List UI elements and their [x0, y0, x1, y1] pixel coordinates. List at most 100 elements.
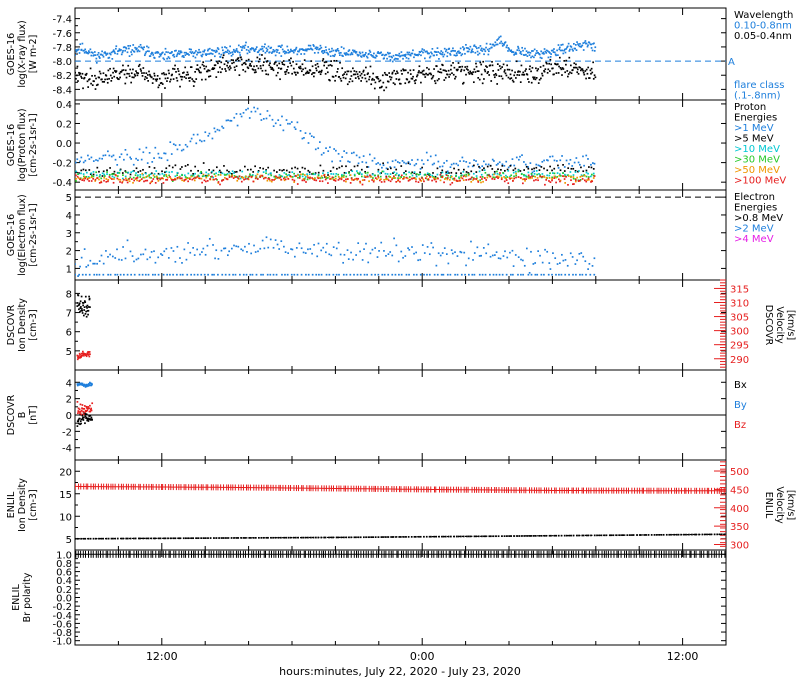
data-point [174, 50, 176, 52]
series-line [75, 533, 726, 540]
data-point [208, 75, 210, 78]
data-point [170, 179, 173, 181]
data-point [448, 76, 450, 78]
data-point [113, 173, 116, 175]
data-point [91, 52, 94, 54]
data-point [156, 78, 159, 81]
data-point [449, 54, 452, 56]
data-point [79, 300, 82, 303]
data-point [175, 71, 177, 73]
data-point [429, 72, 432, 75]
data-point [405, 56, 408, 59]
data-point [226, 178, 229, 181]
data-point [336, 167, 338, 170]
data-point [468, 73, 471, 75]
data-point [411, 174, 414, 177]
data-point [407, 71, 409, 74]
data-point [440, 273, 443, 276]
data-point [283, 176, 286, 179]
data-point [286, 273, 289, 276]
data-point [391, 71, 394, 74]
data-point [556, 172, 559, 174]
data-point [577, 161, 580, 164]
data-point [567, 73, 570, 75]
data-point [335, 273, 338, 276]
data-point [508, 535, 511, 537]
data-point [483, 53, 485, 56]
data-point [222, 52, 225, 54]
data-point [451, 181, 454, 184]
data-point [577, 180, 580, 182]
data-point [102, 72, 105, 75]
data-point [114, 273, 117, 276]
data-point [357, 536, 360, 539]
data-point [483, 78, 485, 80]
data-point [224, 68, 227, 70]
data-point [235, 65, 238, 68]
data-point [93, 262, 96, 265]
data-point [382, 162, 385, 165]
data-point [125, 47, 128, 50]
data-point [434, 177, 436, 179]
data-point [487, 53, 490, 56]
data-point [169, 177, 172, 180]
data-point [100, 181, 103, 184]
data-point [274, 61, 277, 64]
data-point [355, 51, 358, 53]
data-point [461, 156, 464, 159]
data-point [416, 74, 419, 76]
data-point [424, 173, 426, 176]
data-point [484, 171, 487, 174]
data-point [332, 49, 335, 52]
data-point [124, 49, 126, 52]
data-point [582, 71, 585, 74]
data-point [552, 51, 555, 53]
data-point [87, 385, 89, 387]
data-point [120, 259, 123, 261]
data-point [207, 173, 210, 175]
data-point [89, 382, 92, 385]
data-point [374, 56, 377, 59]
data-point [400, 51, 403, 53]
data-point [454, 251, 456, 254]
data-point [88, 407, 90, 410]
data-point [75, 50, 78, 53]
data-point [135, 48, 138, 51]
data-point [153, 167, 156, 169]
data-point [109, 67, 111, 70]
data-point [488, 47, 491, 50]
data-point [403, 54, 406, 56]
data-point [176, 176, 179, 179]
data-point [130, 81, 133, 84]
data-point [138, 50, 141, 53]
data-point [324, 251, 327, 254]
data-point [582, 42, 585, 44]
data-point [551, 176, 553, 179]
data-point [142, 48, 145, 51]
data-point [343, 73, 345, 75]
data-point [660, 533, 663, 536]
data-point [356, 73, 359, 75]
data-point [80, 306, 82, 308]
data-point [194, 56, 197, 59]
data-point [116, 76, 118, 79]
data-point [87, 52, 90, 55]
data-point [151, 82, 154, 84]
data-point [280, 175, 282, 177]
data-point [291, 178, 294, 181]
data-point [84, 312, 87, 315]
data-point [156, 178, 159, 180]
data-point [559, 49, 562, 52]
data-point [278, 52, 281, 54]
data-point [319, 47, 321, 50]
data-point [130, 53, 133, 56]
data-point [76, 354, 79, 357]
data-point [83, 76, 86, 79]
data-point [361, 183, 364, 186]
data-marks [75, 550, 726, 558]
data-point [317, 147, 320, 150]
data-point [124, 257, 127, 260]
data-point [95, 84, 98, 87]
data-point [436, 47, 439, 49]
data-point [363, 74, 366, 76]
